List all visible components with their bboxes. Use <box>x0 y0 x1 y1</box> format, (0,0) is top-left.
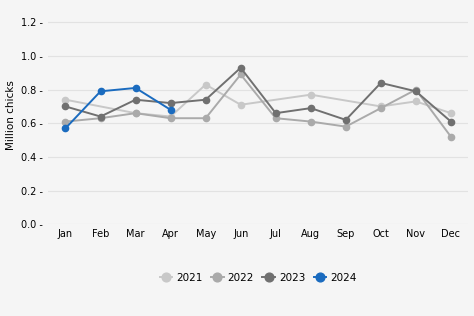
2021 <box>168 115 173 118</box>
2021 <box>448 111 454 115</box>
2022 <box>133 111 138 115</box>
2021 <box>308 93 314 97</box>
2024 <box>98 89 103 93</box>
2022 <box>273 116 279 120</box>
2021 <box>133 111 138 115</box>
2023 <box>203 98 209 102</box>
Line: 2024: 2024 <box>63 85 174 131</box>
2023 <box>413 89 419 93</box>
2021 <box>63 98 68 102</box>
Y-axis label: Million chicks: Million chicks <box>6 80 16 150</box>
2022 <box>238 73 244 76</box>
2021 <box>238 103 244 107</box>
2022 <box>168 116 173 120</box>
2022 <box>203 116 209 120</box>
2022 <box>343 125 349 129</box>
2023 <box>448 120 454 124</box>
2023 <box>133 98 138 102</box>
2021 <box>413 100 419 103</box>
Line: 2023: 2023 <box>63 65 454 125</box>
2024 <box>133 86 138 90</box>
Line: 2021: 2021 <box>63 82 454 120</box>
2023 <box>378 81 383 85</box>
2022 <box>308 120 314 124</box>
2023 <box>238 66 244 70</box>
2021 <box>378 105 383 108</box>
2024 <box>63 126 68 130</box>
2024 <box>168 108 173 112</box>
2023 <box>168 101 173 105</box>
2022 <box>448 135 454 139</box>
2022 <box>413 88 419 92</box>
2023 <box>63 105 68 108</box>
2023 <box>308 106 314 110</box>
2023 <box>273 111 279 115</box>
2022 <box>98 116 103 120</box>
2021 <box>203 83 209 87</box>
2022 <box>63 120 68 124</box>
2023 <box>98 115 103 118</box>
2023 <box>343 118 349 122</box>
Legend: 2021, 2022, 2023, 2024: 2021, 2022, 2023, 2024 <box>155 269 361 287</box>
Line: 2022: 2022 <box>63 71 454 140</box>
2022 <box>378 106 383 110</box>
